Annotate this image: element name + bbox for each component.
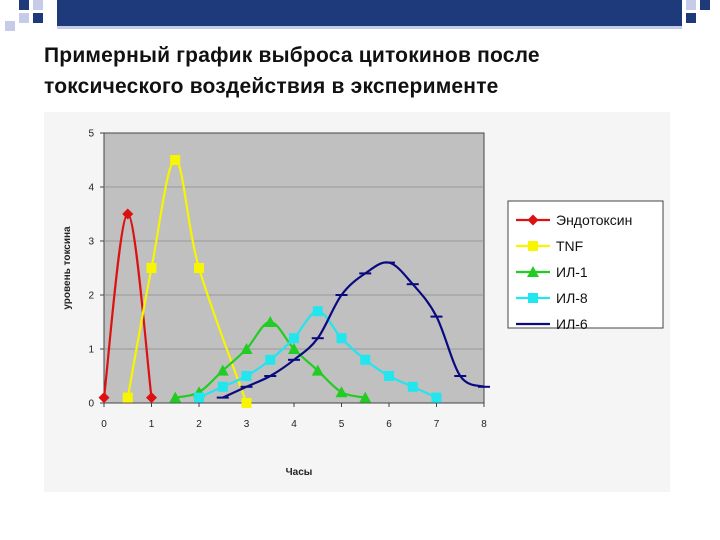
data-point [288, 343, 300, 354]
slide-title-line-1: Примерный график выброса цитокинов после [44, 44, 540, 67]
legend-label: ИЛ-6 [556, 316, 588, 332]
y-tick-label: 5 [88, 129, 94, 140]
corner-square [19, 13, 29, 23]
y-tick-label: 0 [88, 399, 94, 410]
x-tick-label: 4 [291, 419, 297, 430]
header-band [57, 0, 682, 26]
corner-square [33, 13, 43, 23]
corner-square [5, 21, 15, 31]
data-point [312, 306, 323, 317]
data-point [122, 392, 133, 403]
x-tick-label: 2 [196, 419, 202, 430]
data-point [216, 364, 229, 376]
y-tick-label: 4 [88, 183, 94, 194]
data-point [241, 371, 252, 381]
plot-area [103, 132, 485, 404]
legend-label: Эндотоксин [556, 212, 632, 228]
legend-label: TNF [556, 238, 583, 254]
data-point [336, 333, 347, 344]
corner-decoration [5, 0, 710, 31]
corner-square [686, 0, 696, 10]
y-axis-title: уровень токсина [62, 226, 73, 310]
data-point [359, 391, 372, 403]
corner-square [33, 0, 43, 10]
x-tick-label: 6 [386, 419, 392, 430]
data-point [241, 398, 252, 408]
data-point [384, 371, 394, 381]
header-band-stripe [57, 26, 682, 29]
data-point [217, 381, 228, 392]
x-tick-label: 8 [481, 419, 487, 430]
data-point [407, 381, 418, 392]
x-tick-label: 5 [339, 419, 345, 430]
y-tick-label: 1 [88, 345, 94, 356]
data-point [170, 155, 181, 165]
y-tick-label: 2 [88, 291, 94, 302]
corner-square [686, 13, 696, 23]
legend-marker [527, 214, 539, 226]
data-point [264, 316, 277, 327]
data-point [146, 263, 157, 273]
corner-square [19, 0, 29, 10]
legend-label: ИЛ-1 [556, 264, 588, 280]
data-point [98, 392, 110, 404]
x-tick-label: 3 [244, 419, 250, 430]
data-point [194, 392, 204, 403]
x-tick-label: 0 [101, 419, 107, 430]
data-point [335, 386, 348, 398]
x-tick-label: 1 [149, 419, 155, 430]
data-point [194, 263, 204, 273]
legend-marker [527, 266, 539, 277]
slide-title: Примерный график выброса цитокинов после… [44, 40, 684, 102]
x-tick-label: 7 [434, 419, 440, 430]
slide-title-line-2: токсического воздействия в эксперименте [44, 75, 499, 98]
legend-label: ИЛ-8 [556, 290, 588, 306]
x-axis-title: Часы [286, 467, 313, 478]
y-tick-label: 3 [88, 237, 94, 248]
data-point [169, 391, 182, 403]
data-point [122, 208, 134, 220]
data-point [360, 354, 371, 365]
data-point [265, 354, 276, 365]
corner-square [700, 0, 710, 10]
data-point [311, 364, 324, 376]
data-point [431, 392, 442, 403]
data-point [289, 333, 299, 344]
legend-marker [528, 241, 538, 251]
data-point [146, 392, 157, 404]
data-point [240, 343, 253, 354]
legend-marker [528, 293, 538, 303]
